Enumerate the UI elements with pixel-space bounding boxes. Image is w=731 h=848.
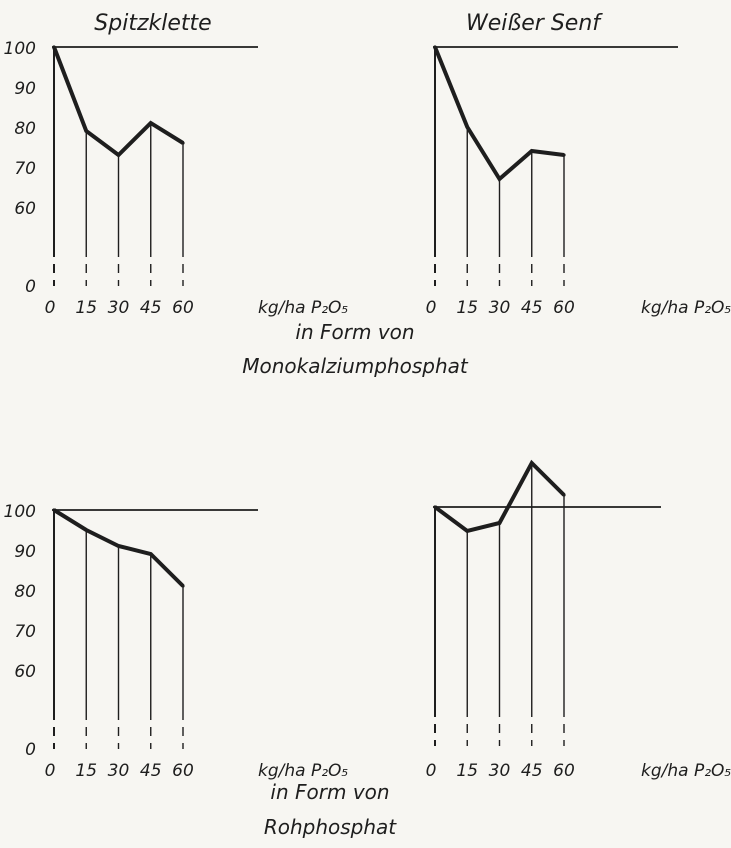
chart-panel-2: 0 15 30 45 60 kg/ha P₂O₅ — [426, 45, 731, 318]
caption-roh-line-2: Rohphosphat — [264, 815, 397, 839]
data-point-30 — [497, 177, 502, 181]
chart-panel-3: 100 90 80 70 60 00 15 30 45 60 kg/ha P₂O₅ — [4, 502, 349, 781]
data-point-60 — [181, 584, 185, 588]
data-point-0 — [52, 508, 56, 512]
x-tick-label: 45 — [521, 298, 543, 318]
x-unit-label: kg/ha P₂O₅ — [258, 761, 348, 781]
y-tick-label: 0 — [25, 740, 36, 760]
x-tick-label: 60 — [172, 761, 194, 781]
data-point-15 — [465, 529, 469, 533]
x-tick-label: 45 — [140, 761, 162, 781]
data-point-0 — [433, 45, 437, 49]
x-tick-label: 0 — [45, 298, 56, 318]
y-tick-label: 80 — [14, 119, 36, 139]
x-unit-label: kg/ha P₂O₅ — [641, 298, 731, 318]
caption-mono-line-1: in Form von — [295, 320, 414, 344]
x-tick-label: 30 — [489, 298, 511, 318]
data-point-0 — [52, 45, 56, 49]
data-point-15 — [84, 528, 88, 532]
column-title-spitzklette: Spitzklette — [94, 11, 211, 36]
chart-panel-4: 0 15 30 45 60 kg/ha P₂O₅ — [426, 459, 731, 781]
data-point-0 — [433, 505, 437, 509]
data-point-15 — [84, 129, 88, 133]
x-tick-label: 15 — [75, 761, 97, 781]
data-point-60 — [562, 493, 566, 497]
x-tick-label: 30 — [108, 761, 130, 781]
data-point-45 — [530, 461, 534, 465]
x-tick-label: 45 — [140, 298, 162, 318]
column-title-weisser-senf: Weißer Senf — [466, 11, 603, 36]
x-tick-label: 15 — [456, 761, 478, 781]
x-tick-label: 45 — [521, 761, 543, 781]
x-tick-label: 15 — [75, 298, 97, 318]
caption-roh-line-1: in Form von — [270, 780, 389, 804]
caption-mono-line-2: Monokalziumphosphat — [242, 354, 469, 378]
data-point-60 — [562, 153, 566, 157]
y-tick-label: 100 — [4, 502, 36, 522]
data-line — [433, 459, 566, 534]
chart-panel-1: 100 90 80 70 60 00 15 30 45 60 kg/ha P₂O₅ — [4, 39, 349, 318]
x-tick-label: 15 — [456, 298, 478, 318]
x-tick-label: 0 — [426, 761, 437, 781]
y-tick-label: 60 — [14, 199, 36, 219]
x-tick-label: 30 — [489, 761, 511, 781]
y-tick-label: 70 — [14, 622, 36, 642]
data-line — [433, 46, 565, 183]
y-tick-label: 0 — [25, 277, 36, 297]
x-tick-label: 0 — [45, 761, 56, 781]
data-point-30 — [116, 544, 121, 548]
y-tick-label: 90 — [14, 79, 36, 99]
x-tick-label: 30 — [108, 298, 130, 318]
data-line — [52, 46, 185, 158]
x-tick-label: 60 — [172, 298, 194, 318]
x-unit-label: kg/ha P₂O₅ — [258, 298, 348, 318]
y-tick-label: 100 — [4, 39, 36, 59]
y-tick-label: 60 — [14, 662, 36, 682]
data-point-45 — [530, 149, 534, 153]
x-tick-label: 60 — [553, 761, 575, 781]
x-tick-label: 60 — [553, 298, 575, 318]
data-point-15 — [465, 125, 469, 129]
data-point-30 — [116, 153, 121, 157]
y-tick-label: 70 — [14, 159, 36, 179]
y-tick-label: 80 — [14, 582, 36, 602]
data-point-45 — [149, 552, 153, 556]
y-tick-label: 90 — [14, 542, 36, 562]
x-tick-label: 0 — [426, 298, 437, 318]
data-point-60 — [181, 141, 185, 145]
data-point-45 — [149, 121, 153, 125]
x-unit-label: kg/ha P₂O₅ — [641, 761, 731, 781]
data-point-30 — [497, 521, 502, 525]
